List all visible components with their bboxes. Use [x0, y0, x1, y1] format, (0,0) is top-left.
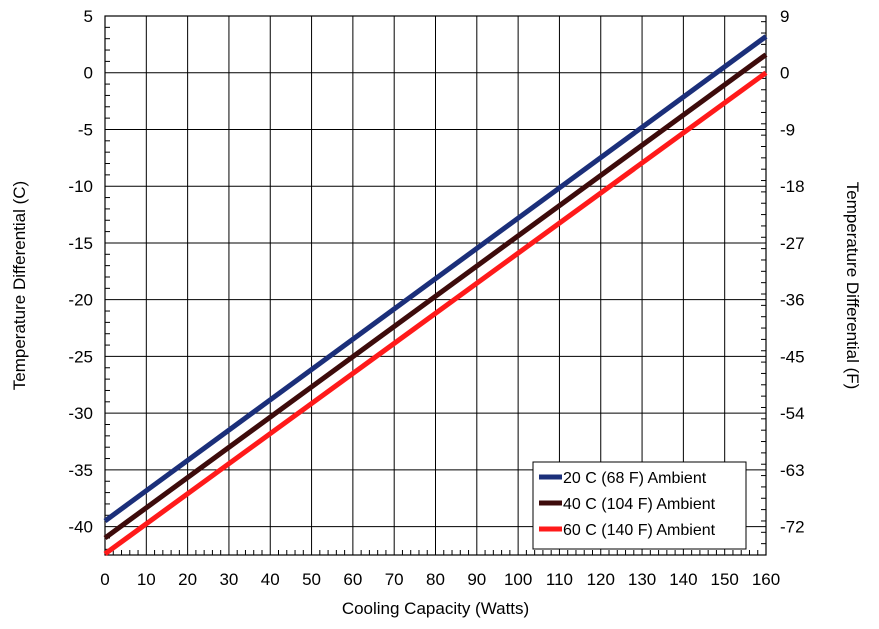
y2-tick-label: -72: [780, 518, 805, 537]
x-tick-label: 30: [219, 570, 238, 589]
y-tick-label: -25: [68, 347, 93, 366]
y-tick-label: 5: [84, 7, 93, 26]
x-tick-label: 0: [100, 570, 109, 589]
x-tick-label: 60: [343, 570, 362, 589]
x-tick-labels: 0 10 20 30 40 50 60 70 80 90 100 110 120 130 140 150 160: [100, 570, 780, 589]
x-tick-label: 90: [467, 570, 486, 589]
y2-tick-label: 0: [780, 64, 789, 83]
x-tick-label: 100: [504, 570, 532, 589]
x-tick-label: 10: [137, 570, 156, 589]
y2-axis-label: Temperature Differential (F): [843, 182, 862, 390]
series-line: [103, 70, 768, 556]
y-tick-label: -15: [68, 234, 93, 253]
y2-tick-label: -27: [780, 234, 805, 253]
x-tick-label: 160: [752, 570, 780, 589]
x-tick-label: 50: [302, 570, 321, 589]
x-tick-label: 130: [628, 570, 656, 589]
y-tick-label: -35: [68, 461, 93, 480]
x-axis-label: Cooling Capacity (Watts): [342, 599, 529, 618]
x-tick-label: 120: [587, 570, 615, 589]
y-tick-label: -40: [68, 518, 93, 537]
legend-entry: 40 C (104 F) Ambient: [563, 496, 716, 513]
series-lines: [103, 34, 768, 556]
y2-tick-label: 9: [780, 7, 789, 26]
series-line: [103, 34, 768, 523]
plot-area: [104, 15, 767, 556]
x-tick-label: 150: [711, 570, 739, 589]
x-tick-label: 70: [385, 570, 404, 589]
x-tick-label: 140: [669, 570, 697, 589]
minor-ticks: [105, 21, 766, 556]
x-tick-label: 80: [426, 570, 445, 589]
x-tick-label: 110: [546, 570, 573, 589]
legend-entry: 20 C (68 F) Ambient: [563, 470, 707, 487]
y2-tick-label: -45: [780, 347, 805, 366]
series-line: [103, 52, 768, 540]
legend-entry: 60 C (140 F) Ambient: [563, 522, 716, 539]
x-tick-label: 20: [178, 570, 197, 589]
legend-box: [532, 461, 747, 550]
y-axis-label: Temperature Differential (C): [10, 181, 29, 390]
y2-tick-label: -54: [780, 404, 805, 423]
y-tick-label: -30: [68, 404, 93, 423]
y2-tick-label: -36: [780, 291, 805, 310]
y-tick-label: -5: [78, 120, 93, 139]
y2-tick-label: -63: [780, 461, 805, 480]
y2-tick-labels: 9 0 -9 -18 -27 -36 -45 -54 -63 -72: [780, 7, 805, 537]
y-tick-label: -20: [68, 291, 93, 310]
y2-tick-label: -9: [780, 120, 795, 139]
y-tick-labels: 5 0 -5 -10 -15 -20 -25 -30 -35 -40: [68, 7, 93, 537]
y-tick-label: -10: [68, 177, 93, 196]
legend: 20 C (68 F) Ambient 40 C (104 F) Ambient 6…: [532, 461, 747, 550]
y2-tick-label: -18: [780, 177, 805, 196]
x-tick-label: 40: [261, 570, 280, 589]
y-tick-label: 0: [84, 64, 93, 83]
